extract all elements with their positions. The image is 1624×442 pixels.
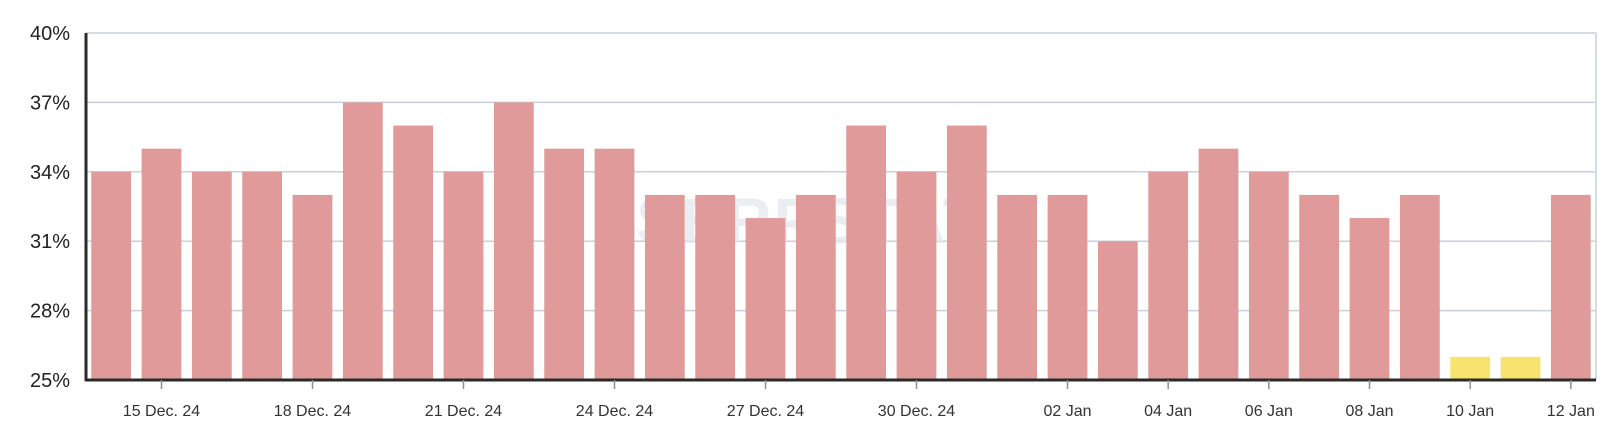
x-tick-label: 10 Jan <box>1446 403 1494 420</box>
axes <box>84 33 1596 382</box>
x-tick-label: 27 Dec. 24 <box>727 403 804 420</box>
x-tick-label: 08 Jan <box>1345 403 1393 420</box>
bar[interactable] <box>896 171 937 380</box>
y-tick-label: 34% <box>30 162 70 184</box>
bar[interactable] <box>795 194 836 380</box>
y-axis-ticks: 25% 28% 31% 34% 37% 40% <box>30 23 70 392</box>
bars <box>91 102 1591 381</box>
bar[interactable] <box>191 171 232 380</box>
y-tick-label: 28% <box>30 301 70 323</box>
bar[interactable] <box>846 125 887 381</box>
bar[interactable] <box>946 125 987 381</box>
x-axis-ticks: 15 Dec. 24 18 Dec. 24 21 Dec. 24 24 Dec. 24… <box>123 380 1595 420</box>
bar[interactable] <box>544 148 585 380</box>
y-tick-label: 25% <box>30 370 70 392</box>
x-tick-label: 12 Jan <box>1547 403 1595 420</box>
y-tick-label: 40% <box>30 23 70 45</box>
bar[interactable] <box>745 218 786 380</box>
bar[interactable] <box>342 102 383 381</box>
bar[interactable] <box>91 171 132 380</box>
bar[interactable] <box>393 125 434 381</box>
bar[interactable] <box>493 102 534 381</box>
x-tick-label: 15 Dec. 24 <box>123 403 200 420</box>
y-tick-label: 31% <box>30 231 70 253</box>
bar[interactable] <box>695 194 736 380</box>
x-tick-label: 02 Jan <box>1043 403 1091 420</box>
bar[interactable] <box>1097 241 1138 380</box>
y-tick-label: 37% <box>30 92 70 114</box>
bar[interactable] <box>141 148 182 380</box>
bar[interactable] <box>1299 194 1340 380</box>
x-tick-label: 30 Dec. 24 <box>878 403 955 420</box>
bar[interactable] <box>1550 194 1591 380</box>
bar[interactable] <box>644 194 685 380</box>
bar[interactable] <box>242 171 283 380</box>
x-tick-label: 24 Dec. 24 <box>576 403 653 420</box>
x-tick-label: 06 Jan <box>1245 403 1293 420</box>
x-tick-label: 18 Dec. 24 <box>274 403 351 420</box>
bar[interactable] <box>997 194 1038 380</box>
bar[interactable] <box>1198 148 1239 380</box>
bar[interactable] <box>1047 194 1088 380</box>
bar[interactable] <box>1148 171 1189 380</box>
bar[interactable] <box>292 194 333 380</box>
bar[interactable] <box>1500 356 1541 380</box>
x-tick-label: 21 Dec. 24 <box>425 403 502 420</box>
bar[interactable] <box>1450 356 1491 380</box>
bar[interactable] <box>1399 194 1440 380</box>
bar[interactable] <box>1248 171 1289 380</box>
bar[interactable] <box>594 148 635 380</box>
x-tick-label: 04 Jan <box>1144 403 1192 420</box>
bar[interactable] <box>1349 218 1390 380</box>
bar[interactable] <box>443 171 484 380</box>
